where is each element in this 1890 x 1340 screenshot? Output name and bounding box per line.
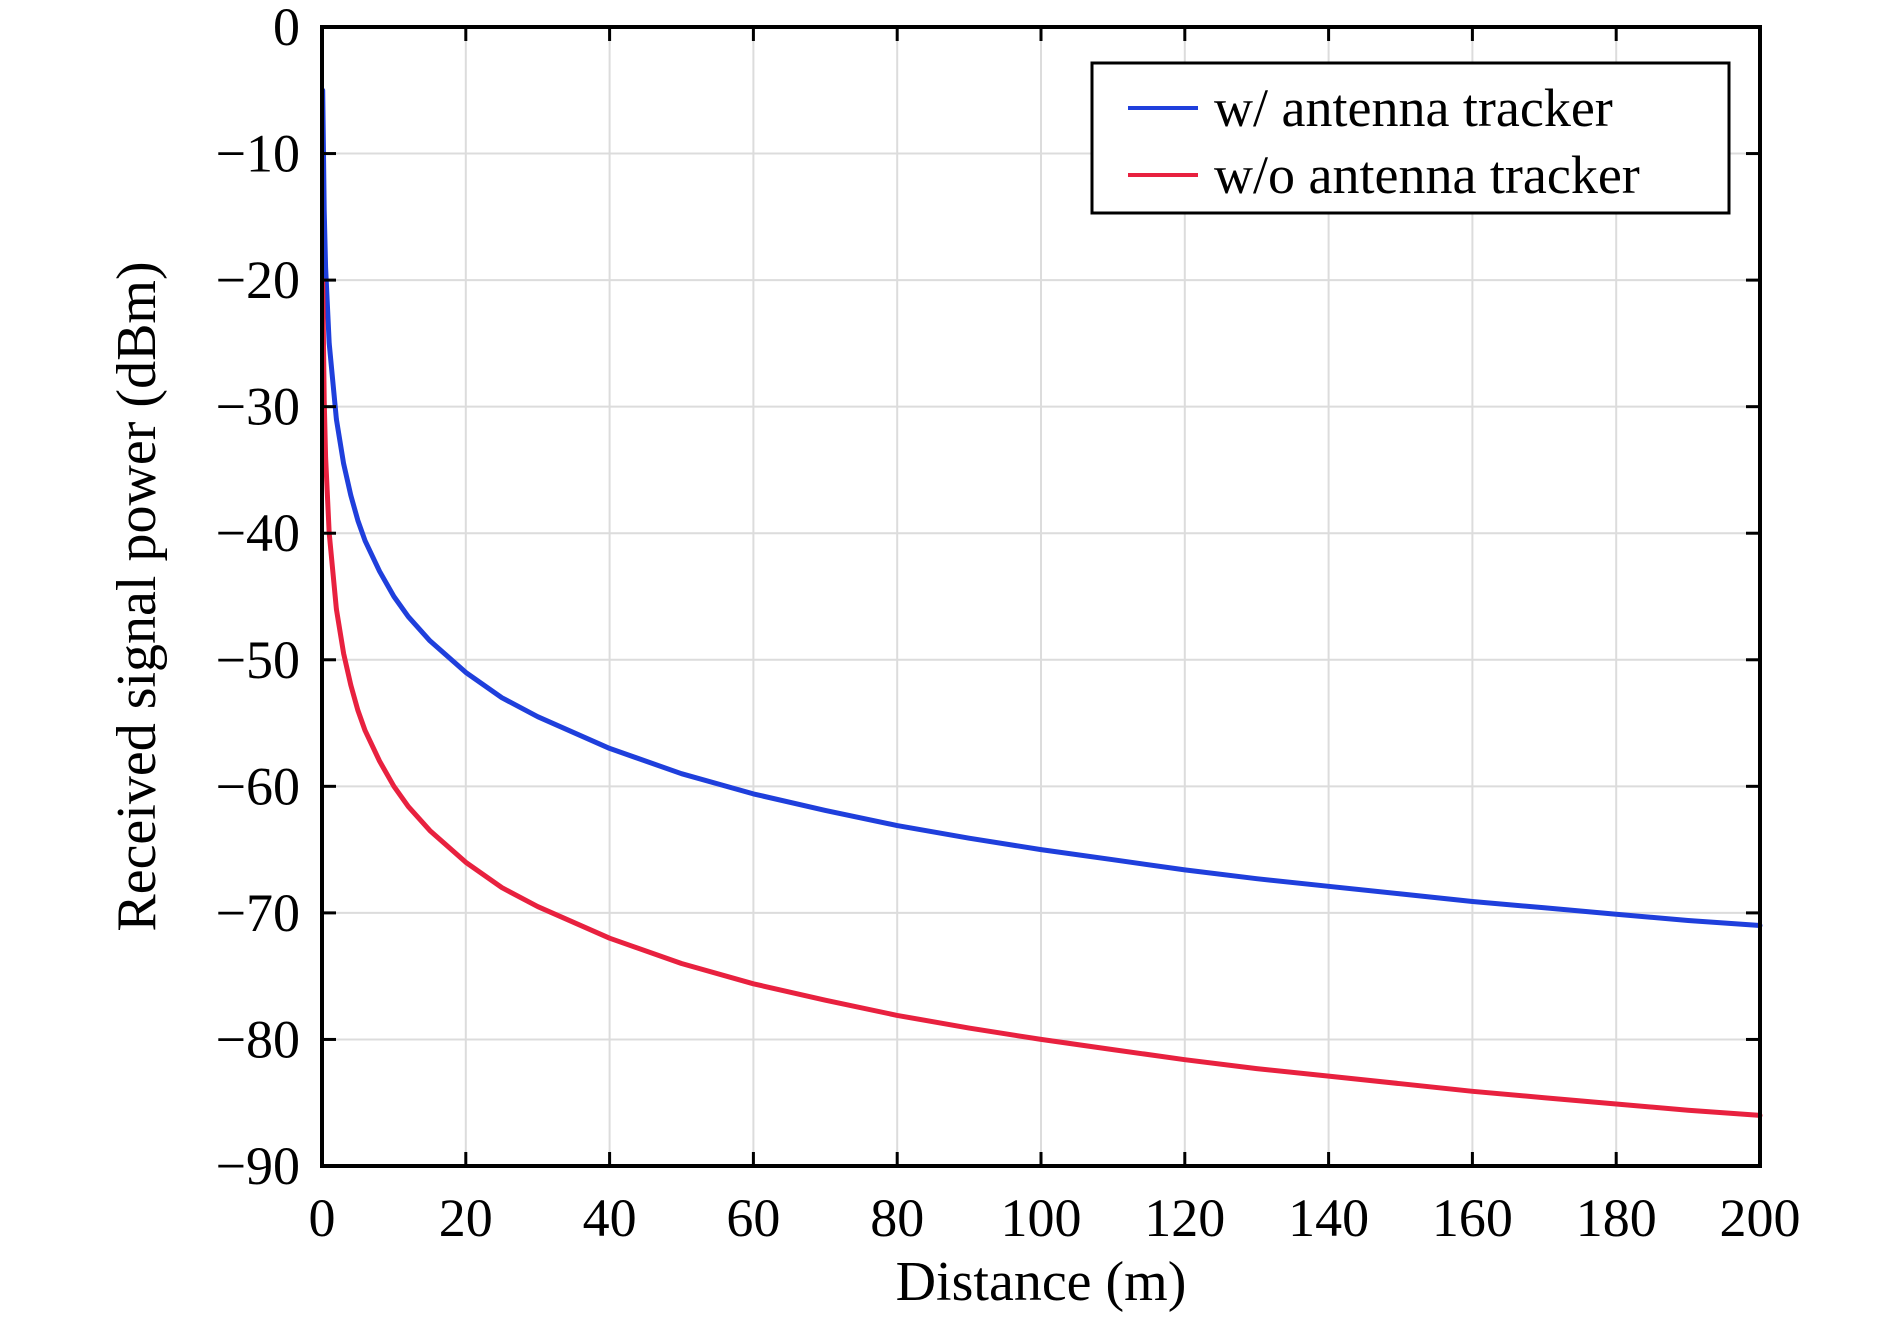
y-tick-label: −40 [216,503,300,563]
legend-label-1: w/o antenna tracker [1214,145,1640,205]
y-tick-label: −30 [216,377,300,437]
ticks [320,25,1762,1168]
x-axis-label: Distance (m) [896,1251,1187,1313]
x-tick-label: 40 [583,1188,637,1248]
series-line-1 [320,277,1763,1118]
x-tick-label: 140 [1288,1188,1369,1248]
y-tick-label: −10 [216,124,300,184]
series-line-0 [320,87,1763,928]
x-tick-label: 180 [1576,1188,1657,1248]
x-tick-label: 100 [1001,1188,1082,1248]
x-tick-label: 60 [726,1188,780,1248]
y-tick-label: −70 [216,883,300,943]
tick-labels: 0 20 40 60 80 100 120 140 160 180 200 0 −10 −20 −30 −40… [216,0,1801,1248]
y-tick-label: −90 [216,1136,300,1196]
x-tick-label: 0 [309,1188,336,1248]
x-tick-label: 160 [1432,1188,1513,1248]
x-tick-label: 120 [1144,1188,1225,1248]
y-tick-label: 0 [273,0,300,57]
x-tick-label: 200 [1720,1188,1801,1248]
y-tick-label: −20 [216,250,300,310]
legend-label-0: w/ antenna tracker [1214,78,1613,138]
legend: w/ antenna tracker w/o antenna tracker [1090,61,1731,215]
series-layer [320,87,1763,1118]
y-tick-label: −80 [216,1009,300,1069]
legend-box [1090,61,1731,215]
y-tick-label: −60 [216,756,300,816]
x-tick-label: 20 [439,1188,493,1248]
y-tick-label: −50 [216,630,300,690]
y-axis-label: Received signal power (dBm) [106,261,168,931]
x-tick-label: 80 [870,1188,924,1248]
